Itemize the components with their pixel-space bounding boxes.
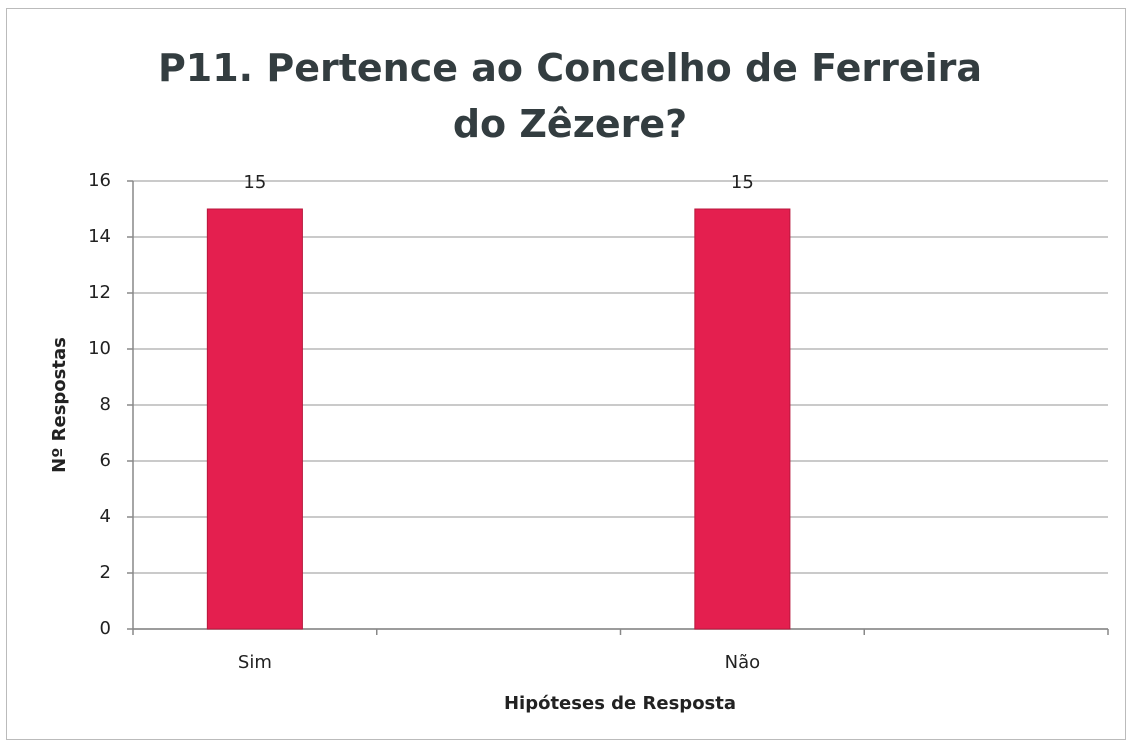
chart-frame (6, 8, 1126, 740)
data-label: 15 (243, 172, 266, 193)
x-tick-label: Não (725, 652, 761, 673)
data-label: 15 (731, 172, 754, 193)
y-tick-label: 16 (88, 170, 111, 191)
x-tick-label: Sim (238, 652, 272, 673)
bar (206, 208, 303, 630)
y-tick-label: 8 (100, 394, 111, 415)
y-tick-label: 4 (100, 506, 111, 527)
y-axis-label: Nº Respostas (49, 337, 70, 473)
y-tick-label: 12 (88, 282, 111, 303)
chart-title: P11. Pertence ao Concelho de Ferreira do… (157, 46, 983, 146)
y-tick-label: 6 (100, 450, 111, 471)
y-tick-label: 2 (100, 562, 111, 583)
x-axis-label: Hipóteses de Resposta (504, 693, 736, 714)
y-tick-label: 0 (100, 618, 111, 639)
y-tick-label: 10 (88, 338, 111, 359)
bar (694, 208, 791, 630)
y-tick-label: 14 (88, 226, 111, 247)
